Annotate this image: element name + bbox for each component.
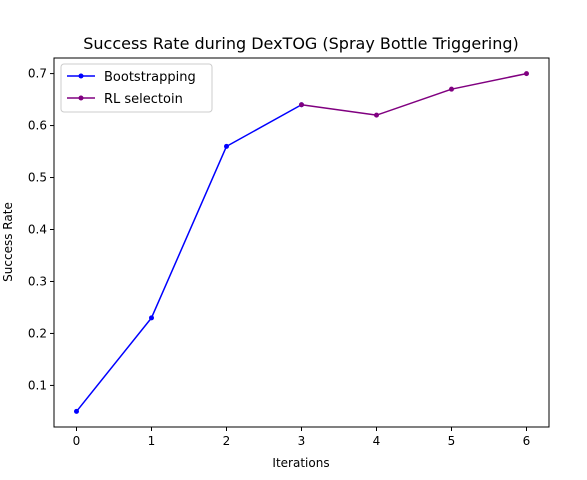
data-point-bootstrapping	[149, 315, 154, 321]
data-point-rl-selectoin	[449, 86, 454, 92]
series-layer	[74, 71, 529, 414]
chart-title: Success Rate during DexTOG (Spray Bottle…	[83, 34, 519, 53]
y-axis: 0.1 0.2 0.3 0.4 0.5 0.6 0.7	[28, 67, 54, 392]
plot-area-frame	[53, 57, 550, 428]
x-axis-label: Iterations	[272, 456, 329, 470]
legend-label-bootstrapping: Bootstrapping	[104, 70, 196, 85]
x-tick-label: 1	[148, 434, 156, 448]
legend-label-rl-selection: RL selectoin	[104, 92, 183, 107]
series-line-rl-selectoin	[301, 72, 527, 116]
x-tick-label: 0	[73, 434, 81, 448]
legend-marker-rl-selection	[78, 95, 84, 101]
legend: Bootstrapping RL selectoin	[60, 63, 213, 113]
series-line-bootstrapping	[75, 104, 302, 412]
legend-marker-bootstrapping	[78, 73, 84, 79]
x-tick-label: 2	[223, 434, 231, 448]
x-tick-label: 6	[523, 434, 531, 448]
data-point-rl-selectoin	[524, 71, 529, 77]
y-tick-label: 0.2	[28, 326, 47, 340]
y-tick-label: 0.1	[28, 378, 47, 392]
data-point-bootstrapping	[224, 143, 229, 149]
x-tick-label: 4	[373, 434, 381, 448]
y-tick-label: 0.7	[28, 67, 47, 81]
y-tick-label: 0.3	[28, 274, 47, 288]
y-axis-label: Success Rate	[1, 202, 15, 282]
data-point-rl-selectoin	[374, 112, 379, 118]
x-axis: 0 1 2 3 4 5 6	[73, 427, 531, 448]
data-point-bootstrapping	[74, 408, 79, 414]
y-tick-label: 0.5	[28, 171, 47, 185]
legend-box	[60, 63, 213, 113]
data-point-rl-selectoin	[299, 102, 304, 108]
y-tick-label: 0.4	[28, 223, 47, 237]
x-tick-label: 3	[298, 434, 306, 448]
x-tick-label: 5	[448, 434, 456, 448]
y-tick-label: 0.6	[28, 119, 47, 133]
